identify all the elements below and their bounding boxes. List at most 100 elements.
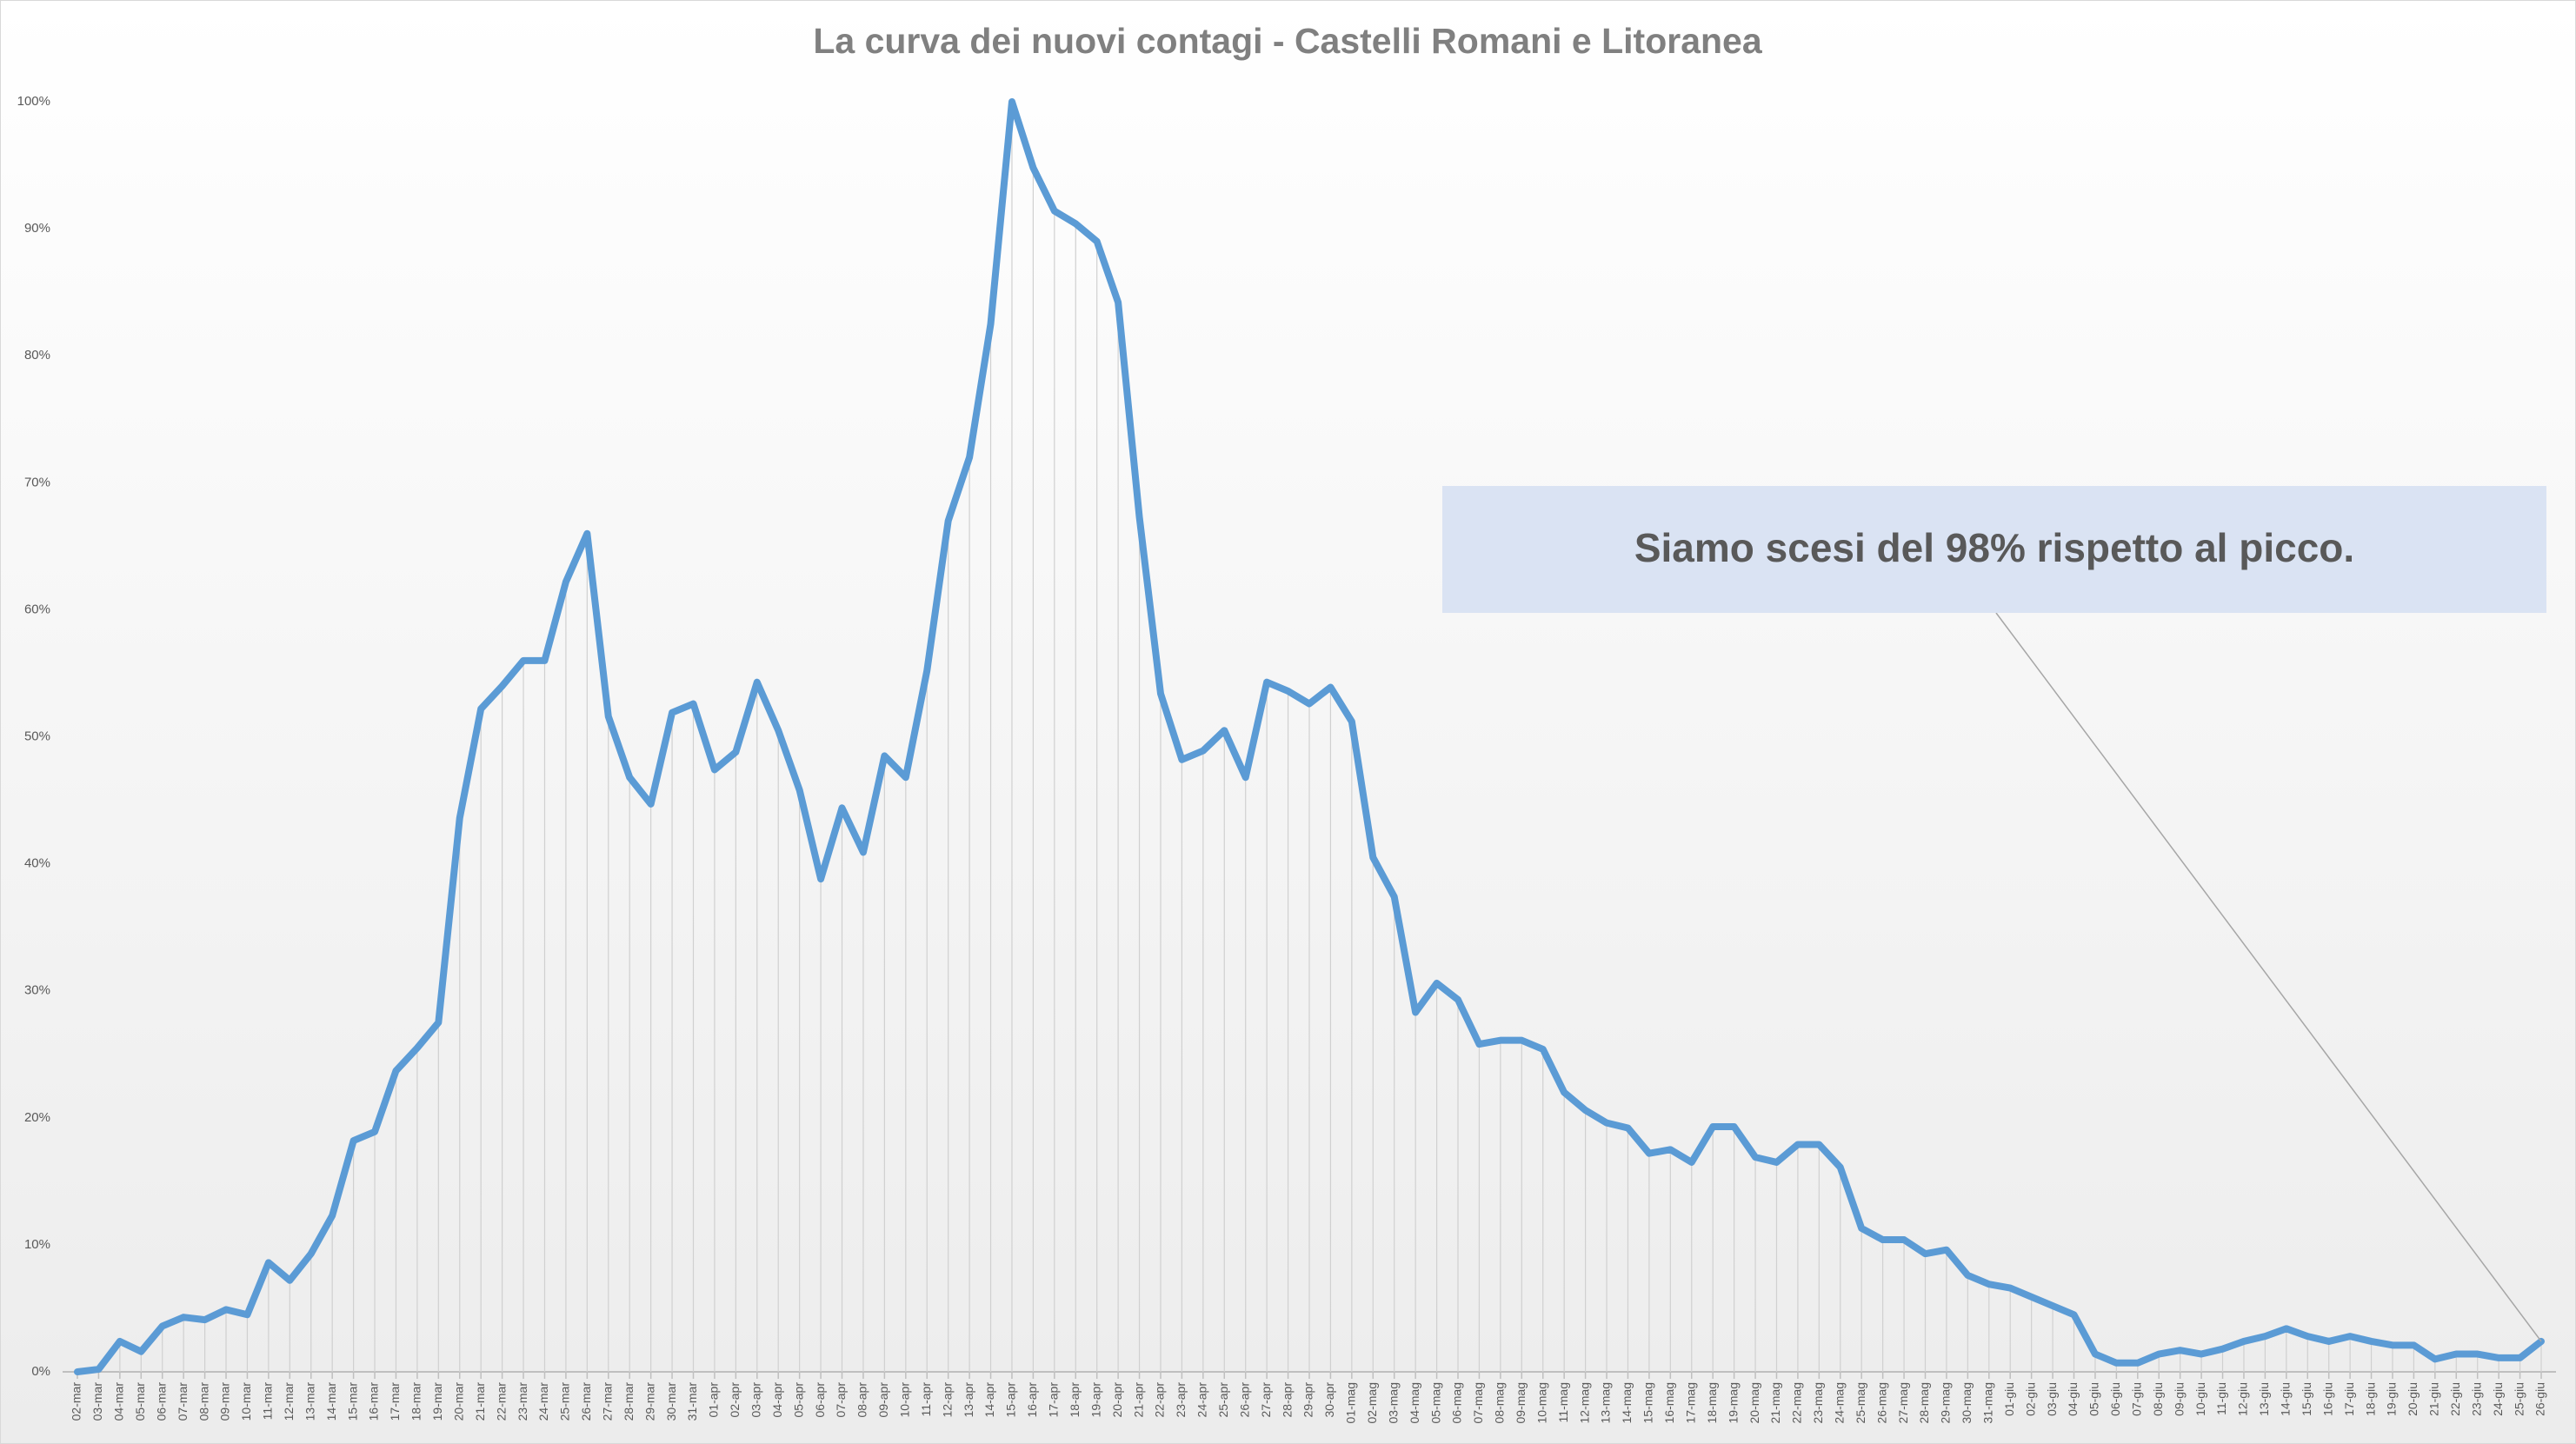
x-tick-label: 31-mag bbox=[1980, 1382, 1994, 1423]
x-tick-label: 08-giu bbox=[2151, 1382, 2165, 1416]
x-tick-label: 09-mag bbox=[1514, 1382, 1528, 1423]
x-tick-label: 05-apr bbox=[791, 1382, 805, 1418]
x-tick-label: 27-apr bbox=[1259, 1382, 1273, 1418]
x-tick-label: 06-apr bbox=[813, 1382, 827, 1418]
x-tick-label: 28-mag bbox=[1917, 1382, 1931, 1423]
x-tick-label: 29-mar bbox=[642, 1382, 656, 1421]
x-tick-label: 16-apr bbox=[1025, 1382, 1039, 1418]
x-tick-label: 18-mar bbox=[409, 1382, 423, 1421]
x-tick-label: 15-mar bbox=[345, 1382, 359, 1421]
x-tick-label: 17-mag bbox=[1683, 1382, 1697, 1423]
x-tick-label: 31-mar bbox=[685, 1382, 699, 1421]
annotation-text: Siamo scesi del 98% rispetto al picco. bbox=[1634, 525, 2354, 570]
y-tick-label: 30% bbox=[24, 983, 50, 998]
x-tick-label: 28-apr bbox=[1280, 1382, 1294, 1418]
x-tick-label: 01-apr bbox=[707, 1382, 721, 1418]
x-tick-label: 22-apr bbox=[1153, 1382, 1167, 1418]
x-tick-label: 01-giu bbox=[2002, 1382, 2016, 1416]
x-tick-label: 21-mag bbox=[1768, 1382, 1782, 1423]
x-tick-label: 01-mag bbox=[1344, 1382, 1358, 1423]
x-tick-label: 21-giu bbox=[2427, 1382, 2441, 1416]
x-tick-label: 03-giu bbox=[2045, 1382, 2059, 1416]
x-tick-label: 16-mar bbox=[367, 1382, 381, 1421]
x-tick-label: 26-mar bbox=[579, 1382, 593, 1421]
x-tick-label: 05-giu bbox=[2087, 1382, 2101, 1416]
x-tick-label: 28-mar bbox=[622, 1382, 636, 1421]
y-tick-label: 70% bbox=[24, 475, 50, 489]
x-tick-label: 05-mar bbox=[133, 1382, 147, 1421]
x-tick-label: 25-apr bbox=[1216, 1382, 1230, 1418]
x-tick-label: 02-apr bbox=[728, 1382, 742, 1418]
x-tick-label: 12-giu bbox=[2236, 1382, 2250, 1416]
x-tick-label: 15-giu bbox=[2300, 1382, 2313, 1416]
y-tick-label: 60% bbox=[24, 602, 50, 616]
x-tick-label: 18-mag bbox=[1705, 1382, 1719, 1423]
x-tick-label: 13-mag bbox=[1599, 1382, 1613, 1423]
x-tick-label: 13-giu bbox=[2257, 1382, 2271, 1416]
annotation-leader bbox=[1995, 612, 2542, 1342]
x-tick-label: 02-mag bbox=[1365, 1382, 1379, 1423]
x-tick-label: 03-mag bbox=[1386, 1382, 1400, 1423]
x-tick-label: 09-giu bbox=[2172, 1382, 2186, 1416]
x-tick-label: 19-giu bbox=[2385, 1382, 2399, 1416]
x-tick-label: 09-mar bbox=[218, 1382, 232, 1421]
x-tick-label: 06-giu bbox=[2108, 1382, 2122, 1416]
x-tick-label: 25-giu bbox=[2512, 1382, 2526, 1416]
x-tick-label: 27-mar bbox=[600, 1382, 614, 1421]
x-tick-label: 23-mag bbox=[1811, 1382, 1825, 1423]
chart-title: La curva dei nuovi contagi - Castelli Ro… bbox=[813, 21, 1763, 61]
x-tick-label: 12-mar bbox=[282, 1382, 296, 1421]
x-tick-label: 23-giu bbox=[2469, 1382, 2483, 1416]
x-tick-label: 10-giu bbox=[2193, 1382, 2207, 1416]
x-tick-label: 18-giu bbox=[2363, 1382, 2377, 1416]
annotation-box bbox=[1442, 486, 2546, 613]
x-tick-label: 17-mar bbox=[388, 1382, 402, 1421]
x-tick-label: 06-mar bbox=[154, 1382, 168, 1421]
x-tick-label: 08-apr bbox=[855, 1382, 869, 1418]
x-tick-label: 25-mar bbox=[558, 1382, 572, 1421]
x-tick-label: 22-mar bbox=[494, 1382, 508, 1421]
x-tick-label: 20-mag bbox=[1747, 1382, 1761, 1423]
x-tick-label: 11-apr bbox=[919, 1382, 933, 1417]
x-tick-label: 07-mar bbox=[176, 1382, 190, 1421]
x-tick-label: 12-mag bbox=[1577, 1382, 1591, 1423]
x-tick-label: 22-mag bbox=[1790, 1382, 1804, 1423]
y-tick-label: 20% bbox=[24, 1110, 50, 1125]
x-tick-label: 11-giu bbox=[2214, 1382, 2228, 1415]
x-tick-label: 16-mag bbox=[1662, 1382, 1676, 1423]
y-tick-label: 50% bbox=[24, 729, 50, 743]
x-tick-label: 04-mag bbox=[1408, 1382, 1421, 1423]
x-tick-label: 19-apr bbox=[1088, 1382, 1102, 1418]
x-tick-label: 25-mag bbox=[1854, 1382, 1867, 1423]
y-tick-label: 90% bbox=[24, 221, 50, 236]
x-tick-label: 21-mar bbox=[473, 1382, 487, 1421]
x-tick-label: 27-mag bbox=[1896, 1382, 1910, 1423]
x-tick-label: 02-giu bbox=[2023, 1382, 2037, 1416]
x-tick-label: 08-mag bbox=[1493, 1382, 1507, 1423]
x-tick-label: 13-mar bbox=[303, 1382, 316, 1421]
x-tick-label: 07-apr bbox=[834, 1382, 848, 1418]
x-tick-label: 04-mar bbox=[112, 1382, 126, 1421]
x-tick-label: 23-apr bbox=[1174, 1382, 1188, 1418]
x-tick-label: 15-mag bbox=[1641, 1382, 1655, 1423]
x-tick-label: 03-mar bbox=[90, 1382, 104, 1421]
x-tick-label: 19-mar bbox=[430, 1382, 444, 1421]
x-tick-label: 30-mag bbox=[1960, 1382, 1974, 1423]
x-tick-label: 19-mag bbox=[1726, 1382, 1740, 1423]
x-tick-label: 10-mag bbox=[1534, 1382, 1548, 1423]
x-tick-label: 29-mag bbox=[1939, 1382, 1953, 1423]
x-tick-label: 13-apr bbox=[962, 1382, 975, 1418]
x-tick-label: 24-apr bbox=[1195, 1382, 1209, 1418]
x-tick-label: 11-mag bbox=[1556, 1382, 1570, 1422]
x-tick-label: 04-giu bbox=[2066, 1382, 2080, 1416]
y-tick-label: 80% bbox=[24, 348, 50, 363]
x-tick-label: 02-mar bbox=[70, 1382, 83, 1421]
x-tick-label: 14-mar bbox=[324, 1382, 338, 1421]
x-tick-label: 29-apr bbox=[1301, 1382, 1315, 1418]
x-tick-label: 03-apr bbox=[749, 1382, 762, 1418]
x-tick-label: 14-giu bbox=[2279, 1382, 2293, 1416]
x-tick-label: 26-apr bbox=[1237, 1382, 1251, 1418]
x-tick-label: 05-mag bbox=[1428, 1382, 1442, 1423]
x-tick-label: 21-apr bbox=[1131, 1382, 1145, 1418]
x-tick-label: 07-mag bbox=[1471, 1382, 1485, 1423]
